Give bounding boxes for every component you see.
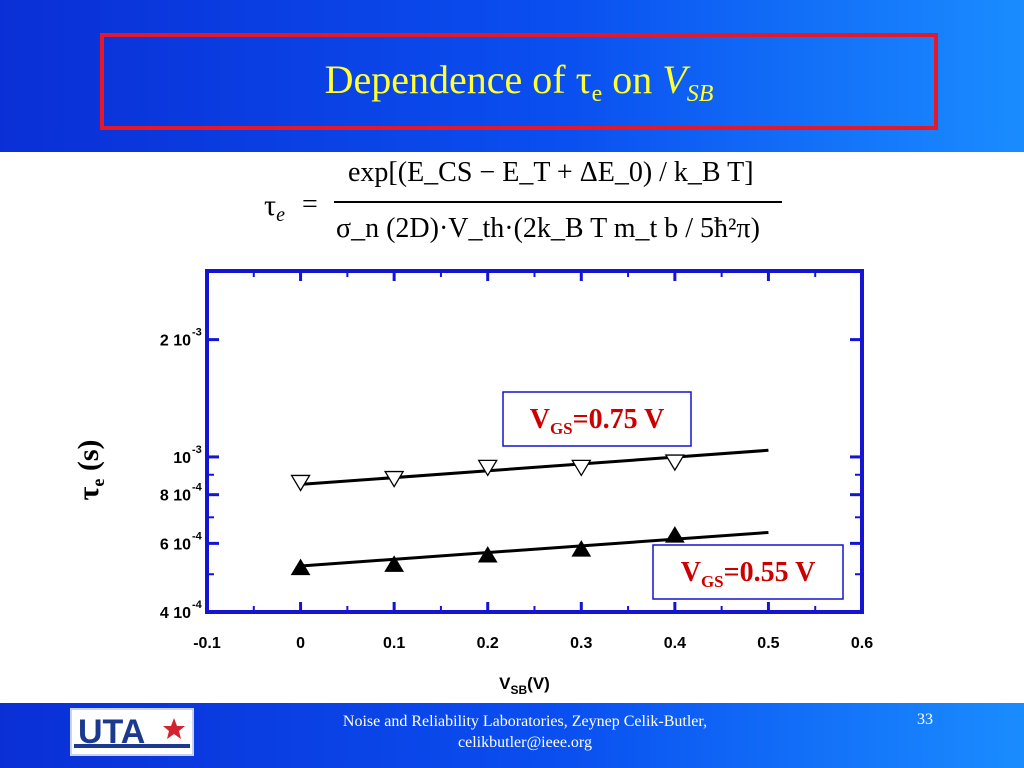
y-tick-label: 4 10 [160, 605, 191, 622]
y-tick-exponent: -3 [192, 327, 202, 339]
series-label-vgs-075-box [502, 391, 692, 447]
slide-title: Dependence of τe on VSB [325, 56, 714, 108]
title-v: V [662, 56, 687, 102]
y-tick-exponent: -4 [192, 530, 203, 542]
x-axis-label: VSB(V) [499, 674, 550, 695]
footer-credit: Noise and Reliability Laboratories, Zeyn… [290, 711, 760, 753]
series-label-vgs-055: VGS=0.55 V [681, 557, 816, 591]
y-tick-label: 6 10 [160, 536, 191, 553]
data-point-vgs-075 [477, 459, 498, 477]
data-point-vgs-075 [664, 454, 686, 472]
chart-svg: -0.1 0 0.1 0.2 0.3 0.4 0.5 0.64 10 -46 10 -48 10-… [72, 269, 873, 697]
footer-bar: UTA Noise and Reliability Laboratories, … [0, 703, 1024, 768]
data-point-vgs-055 [571, 540, 592, 557]
y-tick-label: 2 10 [160, 333, 191, 350]
title-bar: Dependence of τe on VSB [0, 0, 1024, 152]
footer-email: celikbutler@ieee.org [458, 734, 592, 751]
title-v-sub: SB [686, 80, 714, 107]
data-point-vgs-055 [290, 558, 311, 576]
formula-lhs-sub: e [276, 204, 285, 226]
x-tick-label: 0.4 [664, 635, 686, 652]
title-prefix: Dependence of [324, 56, 576, 102]
y-tick-exponent: -4 [192, 482, 203, 494]
series-label-vgs-055-box [652, 544, 844, 600]
data-point-vgs-055 [384, 555, 405, 572]
y-tick-label: 10 [173, 450, 191, 467]
x-tick-label: 0 [296, 635, 305, 652]
x-tick-label: -0.1 [193, 635, 221, 652]
series-label-vgs-075: VGS=0.75 V [530, 404, 665, 438]
x-tick-label: 0.2 [477, 635, 499, 652]
title-middle: on [602, 56, 663, 102]
x-tick-label: 0.5 [757, 635, 779, 652]
y-tick-exponent: -3 [192, 444, 202, 456]
y-tick-exponent: -4 [192, 599, 203, 611]
y-tick-label: 8 10 [160, 488, 191, 505]
fit-line-vgs-055 [300, 530, 769, 568]
uta-logo-graphic: UTA [72, 710, 192, 754]
title-frame: Dependence of τe on VSB [100, 33, 938, 130]
star-icon [163, 718, 185, 739]
formula-lhs: τe [264, 189, 285, 227]
fit-line-vgs-075 [300, 448, 769, 486]
formula-fraction-bar [334, 201, 782, 203]
formula-numerator: exp[(E_CS − E_T + ΔE_0) / k_B T] [348, 157, 754, 188]
data-point-vgs-075 [383, 470, 405, 488]
x-tick-label: 0.3 [570, 635, 592, 652]
y-axis-label: τe (s) [72, 440, 108, 501]
tau-vs-vsb-chart: -0.1 0 0.1 0.2 0.3 0.4 0.5 0.6 4 10 -4 6 10 -4 8 10-… [0, 255, 1024, 697]
page-number: 33 [917, 711, 933, 728]
title-tau-sub: e [591, 80, 603, 107]
tau-formula: τe = exp[(E_CS − E_T + ΔE_0) / k_B T] σ_… [258, 155, 788, 255]
data-point-vgs-075 [571, 459, 592, 477]
title-tau: τ [575, 56, 592, 102]
formula-equals: = [302, 189, 318, 220]
data-point-vgs-075 [290, 474, 311, 492]
data-point-vgs-055 [664, 526, 685, 543]
formula-lhs-tau: τ [264, 189, 277, 222]
x-tick-label: 0.6 [851, 635, 873, 652]
uta-logo-text: UTA [78, 713, 145, 751]
uta-logo: UTA [70, 708, 194, 756]
formula-denominator: σ_n (2D)·V_th·(2k_B T m_t b / 5ħ²π) [336, 213, 760, 244]
data-point-vgs-055 [477, 546, 498, 563]
footer-line1: Noise and Reliability Laboratories, Zeyn… [342, 713, 708, 730]
x-tick-label: 0.1 [383, 635, 405, 652]
